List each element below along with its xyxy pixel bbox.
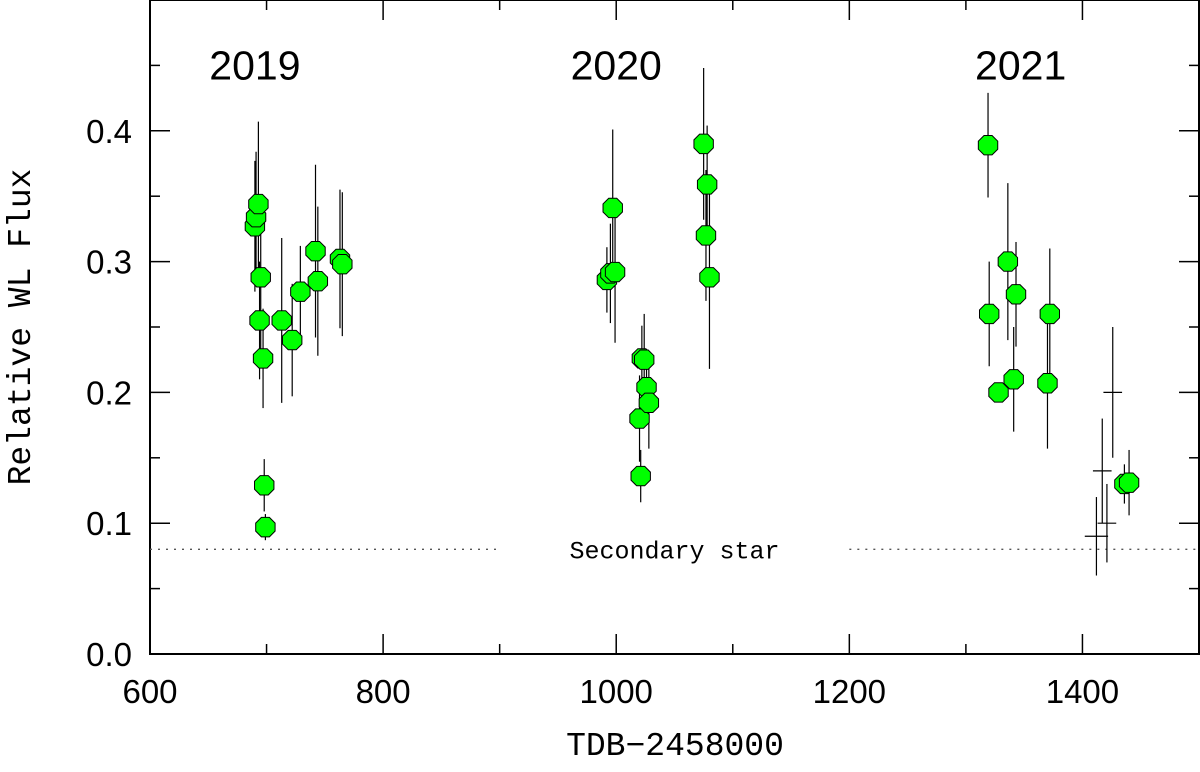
data-point (305, 240, 326, 262)
data-point (638, 392, 660, 414)
data-point (1005, 284, 1027, 305)
data-point (1039, 303, 1061, 325)
data-point (307, 271, 329, 292)
data-point (290, 281, 311, 302)
y-axis-title: Relative WL Flux (3, 169, 40, 486)
y-tick-label: 0.2 (86, 374, 132, 411)
data-point (979, 303, 1000, 325)
data-point (1118, 472, 1140, 493)
data-point (282, 329, 303, 351)
axis-ticks (149, 0, 1200, 655)
year-label: 2020 (571, 42, 662, 88)
data-point (1003, 369, 1024, 390)
year-labels: 2019 2020 2021 (209, 42, 1066, 88)
data-point (332, 254, 353, 275)
data-point (255, 516, 276, 538)
y-tick-label: 0.4 (86, 113, 132, 150)
data-point (252, 348, 274, 369)
y-tick-label: 0.3 (86, 244, 132, 281)
data-point (1037, 373, 1058, 394)
x-tick-label: 1000 (580, 673, 653, 710)
data-point (248, 193, 269, 215)
secondary-star-label: Secondary star (569, 537, 779, 566)
data-point (693, 133, 714, 155)
data-point (696, 174, 718, 195)
data-point (249, 310, 270, 331)
year-label: 2019 (209, 42, 300, 88)
x-tick-label: 800 (356, 673, 411, 710)
y-tick-label: 0.1 (86, 505, 132, 542)
data-point (250, 267, 271, 288)
data-point (633, 349, 655, 370)
x-axis-title: TDB−2458000 (566, 728, 784, 765)
data-point (271, 310, 292, 331)
data-point (699, 267, 720, 288)
data-point (602, 197, 623, 219)
data-point (254, 475, 275, 496)
data-point (977, 134, 999, 156)
x-tick-label: 600 (122, 673, 177, 710)
axis-tick-labels: 600 800 1000 1200 1400 0.0 0.1 0.2 0.3 0.4 (86, 113, 1119, 710)
y-tick-label: 0.0 (86, 636, 132, 673)
x-tick-label: 1400 (1046, 673, 1119, 710)
data-point (604, 261, 626, 283)
data-point (997, 251, 1019, 272)
x-tick-label: 1200 (813, 673, 886, 710)
data-point (630, 465, 651, 487)
data-points (244, 133, 1140, 538)
data-point (988, 382, 1009, 403)
year-label: 2021 (975, 42, 1066, 88)
data-point (695, 225, 717, 246)
